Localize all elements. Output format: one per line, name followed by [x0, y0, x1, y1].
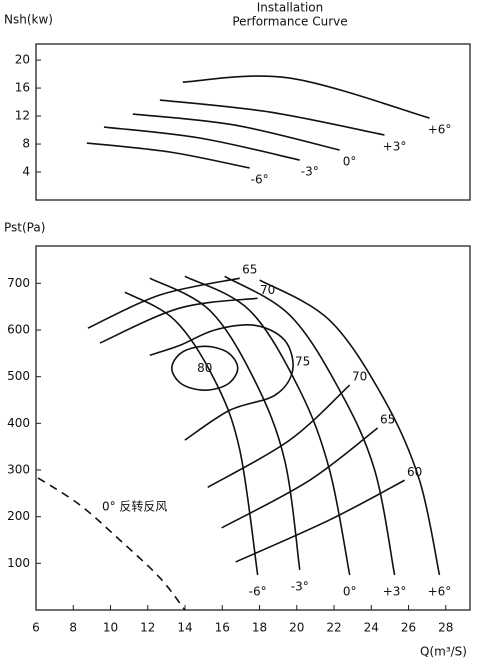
angle-curve: [103, 126, 300, 161]
angle-curve: [149, 277, 301, 570]
curve-label: 0°: [343, 155, 357, 169]
x-tick-label: 26: [401, 621, 416, 635]
x-axis-label: Q(m³/S): [420, 645, 467, 659]
plot-frame: [35, 245, 471, 611]
contour-label: 70: [352, 370, 367, 384]
chart-title: Installation: [257, 1, 323, 15]
plot-frame: [35, 43, 471, 201]
x-tick-label: 14: [177, 621, 192, 635]
angle-curve: [224, 275, 396, 576]
x-tick-label: 28: [438, 621, 453, 635]
y-tick-label: 300: [7, 463, 30, 477]
contour-label: 80: [197, 361, 212, 375]
curve-label: +6°: [428, 585, 452, 599]
x-tick-label: 6: [32, 621, 40, 635]
curve-label: -3°: [291, 579, 309, 593]
contour-label: 70: [260, 283, 275, 297]
contour-label: 65: [380, 413, 395, 427]
curve-label: -6°: [251, 173, 269, 187]
angle-curve: [124, 291, 259, 576]
efficiency-contour: [87, 277, 240, 329]
y-tick-label: 16: [15, 81, 30, 95]
x-tick-label: 20: [289, 621, 304, 635]
y-tick-label: 100: [7, 556, 30, 570]
y-tick-label: 200: [7, 509, 30, 523]
angle-curve: [159, 99, 385, 136]
curve-label: +3°: [383, 140, 407, 154]
x-tick-label: 16: [215, 621, 230, 635]
reverse-curve: [37, 477, 186, 611]
curve-label: -3°: [301, 165, 319, 179]
y-axis-label: Pst(Pa): [4, 221, 45, 235]
y-tick-label: 600: [7, 323, 30, 337]
efficiency-contour: [207, 384, 351, 488]
efficiency-contour: [235, 479, 405, 563]
y-tick-label: 8: [22, 137, 30, 151]
x-tick-label: 8: [69, 621, 77, 635]
reverse-curve-label: 0° 反转反风: [102, 499, 167, 514]
curve-label: +3°: [383, 585, 407, 599]
curve-label: 0°: [343, 585, 357, 599]
y-tick-label: 12: [15, 109, 30, 123]
y-tick-label: 400: [7, 416, 30, 430]
x-tick-label: 24: [364, 621, 379, 635]
y-tick-label: 20: [15, 53, 30, 67]
contour-label: 60: [407, 465, 422, 479]
chart-subtitle: Performance Curve: [232, 15, 347, 29]
efficiency-contour: [99, 297, 258, 344]
angle-curve: [132, 113, 340, 151]
y-tick-label: 500: [7, 369, 30, 383]
x-tick-label: 12: [140, 621, 155, 635]
x-tick-label: 22: [326, 621, 341, 635]
contour-label: 75: [295, 355, 310, 369]
curve-label: -6°: [249, 585, 267, 599]
curve-label: +6°: [428, 123, 452, 137]
y-axis-label: Nsh(kw): [4, 13, 53, 27]
y-tick-label: 700: [7, 276, 30, 290]
y-tick-label: 4: [22, 165, 30, 179]
angle-curve: [182, 75, 430, 119]
efficiency-contour: [149, 324, 294, 441]
efficiency-contour: [221, 427, 379, 529]
contour-label: 65: [242, 263, 257, 277]
efficiency-contour: [170, 345, 239, 392]
angle-curve: [184, 275, 351, 576]
x-tick-label: 10: [103, 621, 118, 635]
angle-curve: [259, 279, 441, 576]
x-tick-label: 18: [252, 621, 267, 635]
angle-curve: [86, 142, 250, 169]
